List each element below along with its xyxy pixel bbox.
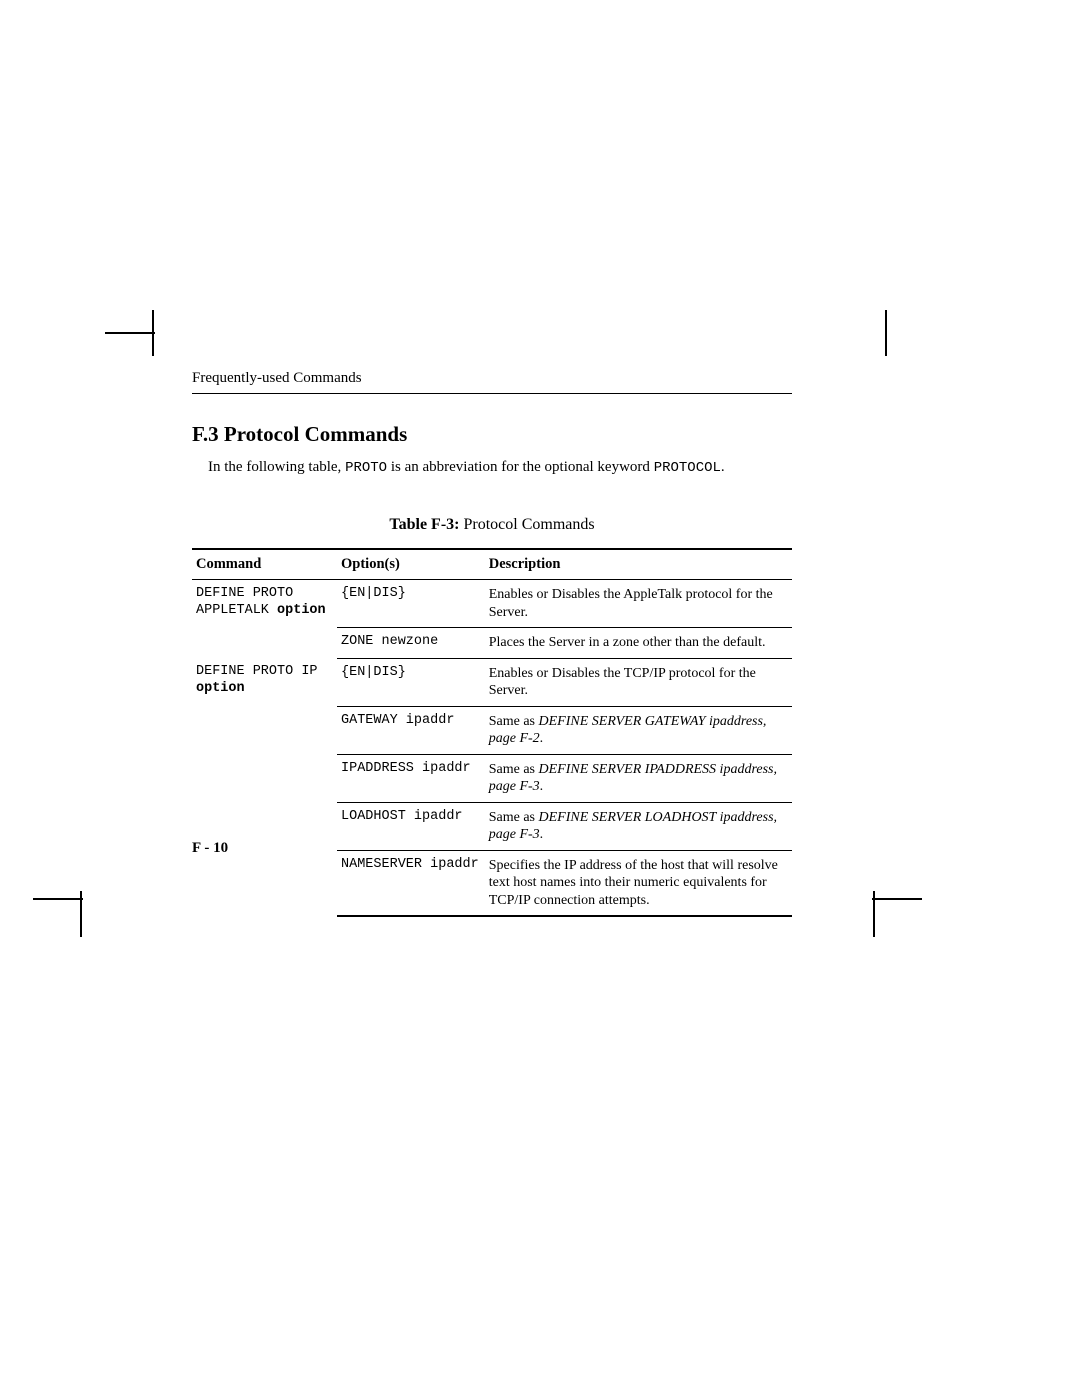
cell-description: Specifies the IP address of the host tha… (485, 850, 792, 916)
col-header-options: Option(s) (337, 549, 485, 580)
crop-mark (873, 891, 875, 937)
col-header-description: Description (485, 549, 792, 580)
cmd-text: DEFINE PROTO (196, 586, 293, 601)
cell-description: Enables or Disables the TCP/IP protocol … (485, 658, 792, 706)
desc-text: . (540, 779, 544, 794)
cell-option: ZONE newzone (337, 628, 485, 659)
desc-text: Same as (489, 810, 539, 825)
protocol-commands-table: Command Option(s) Description DEFINE PRO… (192, 548, 792, 917)
cmd-option-keyword: option (277, 603, 326, 618)
cell-command: DEFINE PROTO IP option (192, 658, 337, 916)
cell-option: NAMESERVER ipaddr (337, 850, 485, 916)
running-head: Frequently-used Commands (192, 370, 792, 387)
table-caption: Table F-3: Protocol Commands (192, 516, 792, 534)
intro-text: is an abbreviation for the optional keyw… (387, 459, 654, 475)
page: Frequently-used Commands F.3 Protocol Co… (0, 0, 1080, 1397)
cell-description: Same as DEFINE SERVER GATEWAY ipaddress,… (485, 706, 792, 754)
intro-code: PROTO (345, 460, 387, 476)
table-caption-title: Protocol Commands (459, 516, 594, 533)
table-row: DEFINE PROTO IP option {EN|DIS} Enables … (192, 658, 792, 706)
cmd-text: DEFINE PROTO IP (196, 664, 318, 679)
cell-option: {EN|DIS} (337, 658, 485, 706)
cell-option: {EN|DIS} (337, 580, 485, 628)
table-header-row: Command Option(s) Description (192, 549, 792, 580)
desc-text: . (540, 731, 544, 746)
desc-text: Same as (489, 714, 539, 729)
cmd-option-keyword: option (196, 681, 245, 696)
table-caption-label: Table F-3: (389, 516, 459, 533)
cell-option: GATEWAY ipaddr (337, 706, 485, 754)
intro-text: . (721, 459, 725, 475)
header-rule (192, 393, 792, 394)
crop-mark (152, 310, 154, 356)
cell-command: DEFINE PROTO APPLETALK option (192, 580, 337, 659)
desc-text: . (540, 827, 544, 842)
crop-mark (80, 891, 82, 937)
page-number: F - 10 (192, 840, 228, 857)
intro-code: PROTOCOL (654, 460, 721, 476)
cell-description: Same as DEFINE SERVER IPADDRESS ipaddres… (485, 754, 792, 802)
cell-option: LOADHOST ipaddr (337, 802, 485, 850)
table-row: DEFINE PROTO APPLETALK option {EN|DIS} E… (192, 580, 792, 628)
section-heading: F.3 Protocol Commands (192, 422, 792, 447)
cell-option: IPADDRESS ipaddr (337, 754, 485, 802)
crop-mark (872, 898, 922, 900)
crop-mark (33, 898, 83, 900)
cmd-text: APPLETALK (196, 603, 277, 618)
content-area: Frequently-used Commands F.3 Protocol Co… (192, 370, 792, 917)
intro-text: In the following table, (208, 459, 345, 475)
col-header-command: Command (192, 549, 337, 580)
crop-mark (885, 310, 887, 356)
cell-description: Places the Server in a zone other than t… (485, 628, 792, 659)
intro-paragraph: In the following table, PROTO is an abbr… (192, 459, 792, 476)
crop-mark (105, 332, 155, 334)
desc-text: Same as (489, 762, 539, 777)
cell-description: Same as DEFINE SERVER LOADHOST ipaddress… (485, 802, 792, 850)
cell-description: Enables or Disables the AppleTalk protoc… (485, 580, 792, 628)
